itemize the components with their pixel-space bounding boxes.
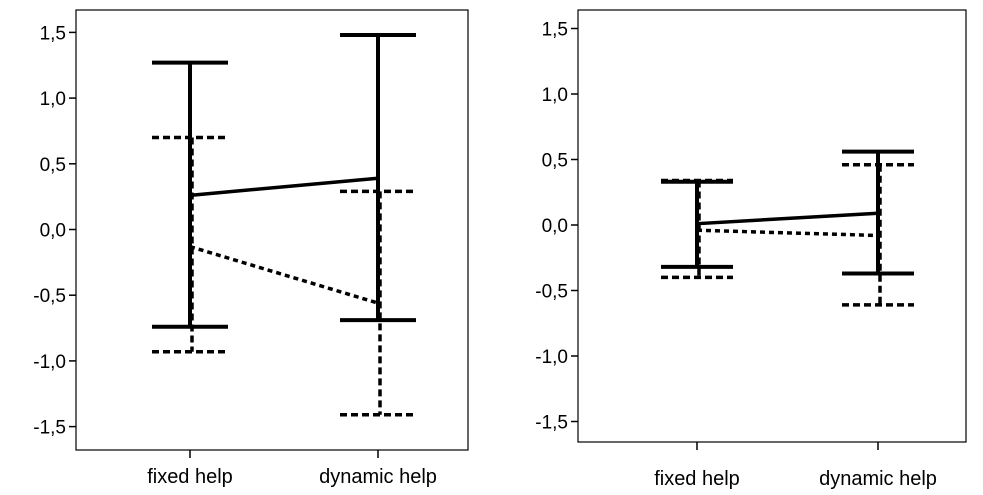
x-category-label: dynamic help (319, 466, 437, 488)
y-tick-label: 0,5 (40, 155, 66, 176)
x-category-label: dynamic help (819, 468, 937, 490)
x-category-label: fixed help (147, 466, 233, 488)
chart-panel-left: 1,5 1,0 0,5 0,0 -0,5 -1,0 -1,5 fixed help dynami… (33, 9, 469, 488)
y-tick-label: -1,0 (535, 347, 568, 368)
y-tick-label: -0,5 (535, 282, 568, 303)
y-tick-label: 1,0 (542, 85, 568, 106)
y-tick-label: 1,5 (542, 20, 568, 41)
y-tick-label: -1,0 (33, 352, 66, 373)
x-category-label: fixed help (654, 468, 740, 490)
mean-line (696, 211, 879, 226)
y-tick-label: -1,5 (535, 413, 568, 434)
mean-line (696, 228, 879, 238)
y-tick-label: 1,5 (40, 23, 66, 44)
mean-line (189, 176, 379, 198)
plot-frame (75, 9, 469, 451)
mean-line (189, 244, 379, 305)
y-tick-label: 0,5 (542, 151, 568, 172)
plot-frame (577, 9, 967, 443)
chart-panel-right: 1,5 1,0 0,5 0,0 -0,5 -1,0 -1,5 fixed help dynami… (535, 9, 967, 490)
y-tick-label: 1,0 (40, 89, 66, 110)
y-tick-label: 0,0 (40, 221, 66, 242)
y-tick-label: -0,5 (33, 286, 66, 307)
y-tick-label: 0,0 (542, 216, 568, 237)
y-tick-label: -1,5 (33, 418, 66, 439)
